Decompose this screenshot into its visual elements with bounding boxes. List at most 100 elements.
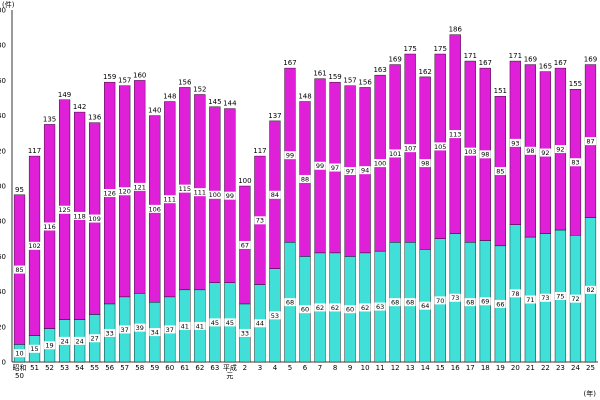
data-label-total: 142 [73,103,86,111]
data-label-bottom: 53 [271,312,279,320]
data-label-top: 92 [556,145,564,153]
data-label-bottom: 68 [406,299,414,307]
data-label-total: 137 [268,112,281,120]
data-label-box-bottom [584,285,596,294]
x-tick-label: 16 [451,364,460,372]
x-tick-label: 20 [511,364,520,372]
data-label-box-bottom [254,319,266,328]
x-tick-label: 54 [75,364,84,372]
x-tick-label: 13 [406,364,415,372]
data-label-bottom: 63 [376,303,384,311]
data-label-box-bottom [284,298,296,307]
x-tick-label: 60 [165,364,174,372]
data-label-box-bottom [149,328,161,337]
data-label-top: 99 [316,162,324,170]
data-label-box-bottom [179,321,191,330]
data-label-bottom: 62 [331,304,339,312]
x-tick-label: 12 [391,364,400,372]
data-label-total: 148 [298,93,311,101]
data-label-top: 94 [361,167,369,175]
data-label-top: 84 [271,191,279,199]
data-label-box-bottom [419,301,431,310]
data-label-top: 105 [434,143,446,151]
data-label-box-top [43,222,57,231]
data-label-top: 97 [346,167,354,175]
x-tick-label: 63 [210,364,219,372]
data-label-box-top [148,204,162,213]
data-label-box-top [448,130,462,139]
data-label-total: 165 [539,63,552,71]
y-tick-label: 100 [0,183,6,191]
data-label-bottom: 41 [181,322,189,330]
data-label-box-bottom [29,344,41,353]
data-label-box-bottom [389,298,401,307]
data-label-total: 135 [43,115,56,123]
data-label-box-top [284,151,296,160]
data-label-bottom: 73 [541,294,549,302]
data-label-box-bottom [329,303,341,312]
data-label-top: 99 [286,152,294,160]
data-label-total: 156 [178,78,192,86]
x-tick-label: 55 [90,364,99,372]
data-label-total: 149 [58,91,71,99]
data-label-box-top [433,142,447,151]
data-label-box-top [329,163,341,172]
data-label-total: 171 [464,52,477,60]
x-tick-label: 61 [180,364,189,372]
data-label-top: 73 [256,217,264,225]
data-label-bottom: 19 [45,342,53,350]
data-label-box-bottom [119,325,131,334]
data-label-total: 169 [388,56,401,64]
data-label-bottom: 82 [586,286,594,294]
x-tick-label: 56 [105,364,114,372]
data-label-top: 98 [421,160,429,168]
x-tick-label: 6 [303,364,308,372]
data-label-box-top [569,158,581,167]
data-label-box-top [403,144,417,153]
x-tick-label: 62 [195,364,204,372]
data-label-box-bottom [479,297,491,306]
data-label-bottom: 10 [15,350,23,358]
x-tick-label: 21 [526,364,535,372]
data-label-total: 136 [88,114,102,122]
data-label-box-top [359,166,371,175]
data-label-total: 140 [148,107,161,115]
data-label-bottom: 72 [571,295,579,303]
y-axis-unit: (件) [2,0,15,9]
data-label-bottom: 27 [91,335,99,343]
data-label-box-top [419,159,431,168]
data-label-bottom: 69 [481,298,489,306]
data-label-total: 156 [358,78,372,86]
data-label-box-bottom [509,289,521,298]
data-label-bottom: 33 [241,329,249,337]
data-label-bottom: 62 [361,304,369,312]
data-label-bottom: 41 [196,322,204,330]
data-label-box-top [133,182,147,191]
data-label-bottom: 60 [301,306,309,314]
data-label-top: 120 [118,188,130,196]
data-label-total: 161 [313,70,326,78]
x-axis-unit: (年) [584,389,597,398]
data-label-bottom: 66 [496,300,504,308]
data-label-bottom: 24 [60,337,68,345]
data-label-total: 159 [103,73,116,81]
data-label-top: 98 [526,147,534,155]
data-label-box-bottom [14,349,26,358]
data-label-bottom: 62 [316,304,324,312]
y-tick-label: 180 [0,42,6,50]
data-label-box-top [103,189,117,198]
data-label-box-bottom [104,328,116,337]
data-label-bottom: 44 [256,320,264,328]
data-label-box-top [584,137,596,146]
x-tick-label: 22 [541,364,550,372]
x-tick-label: 50 [15,372,24,380]
y-tick-label: 140 [0,112,6,120]
data-label-box-top [269,190,281,199]
data-label-top: 111 [194,189,206,197]
data-label-top: 85 [496,167,504,175]
data-label-box-top [193,188,207,197]
data-label-box-top [58,205,72,214]
data-label-top: 107 [404,145,416,153]
y-tick-label: 0 [2,359,6,367]
